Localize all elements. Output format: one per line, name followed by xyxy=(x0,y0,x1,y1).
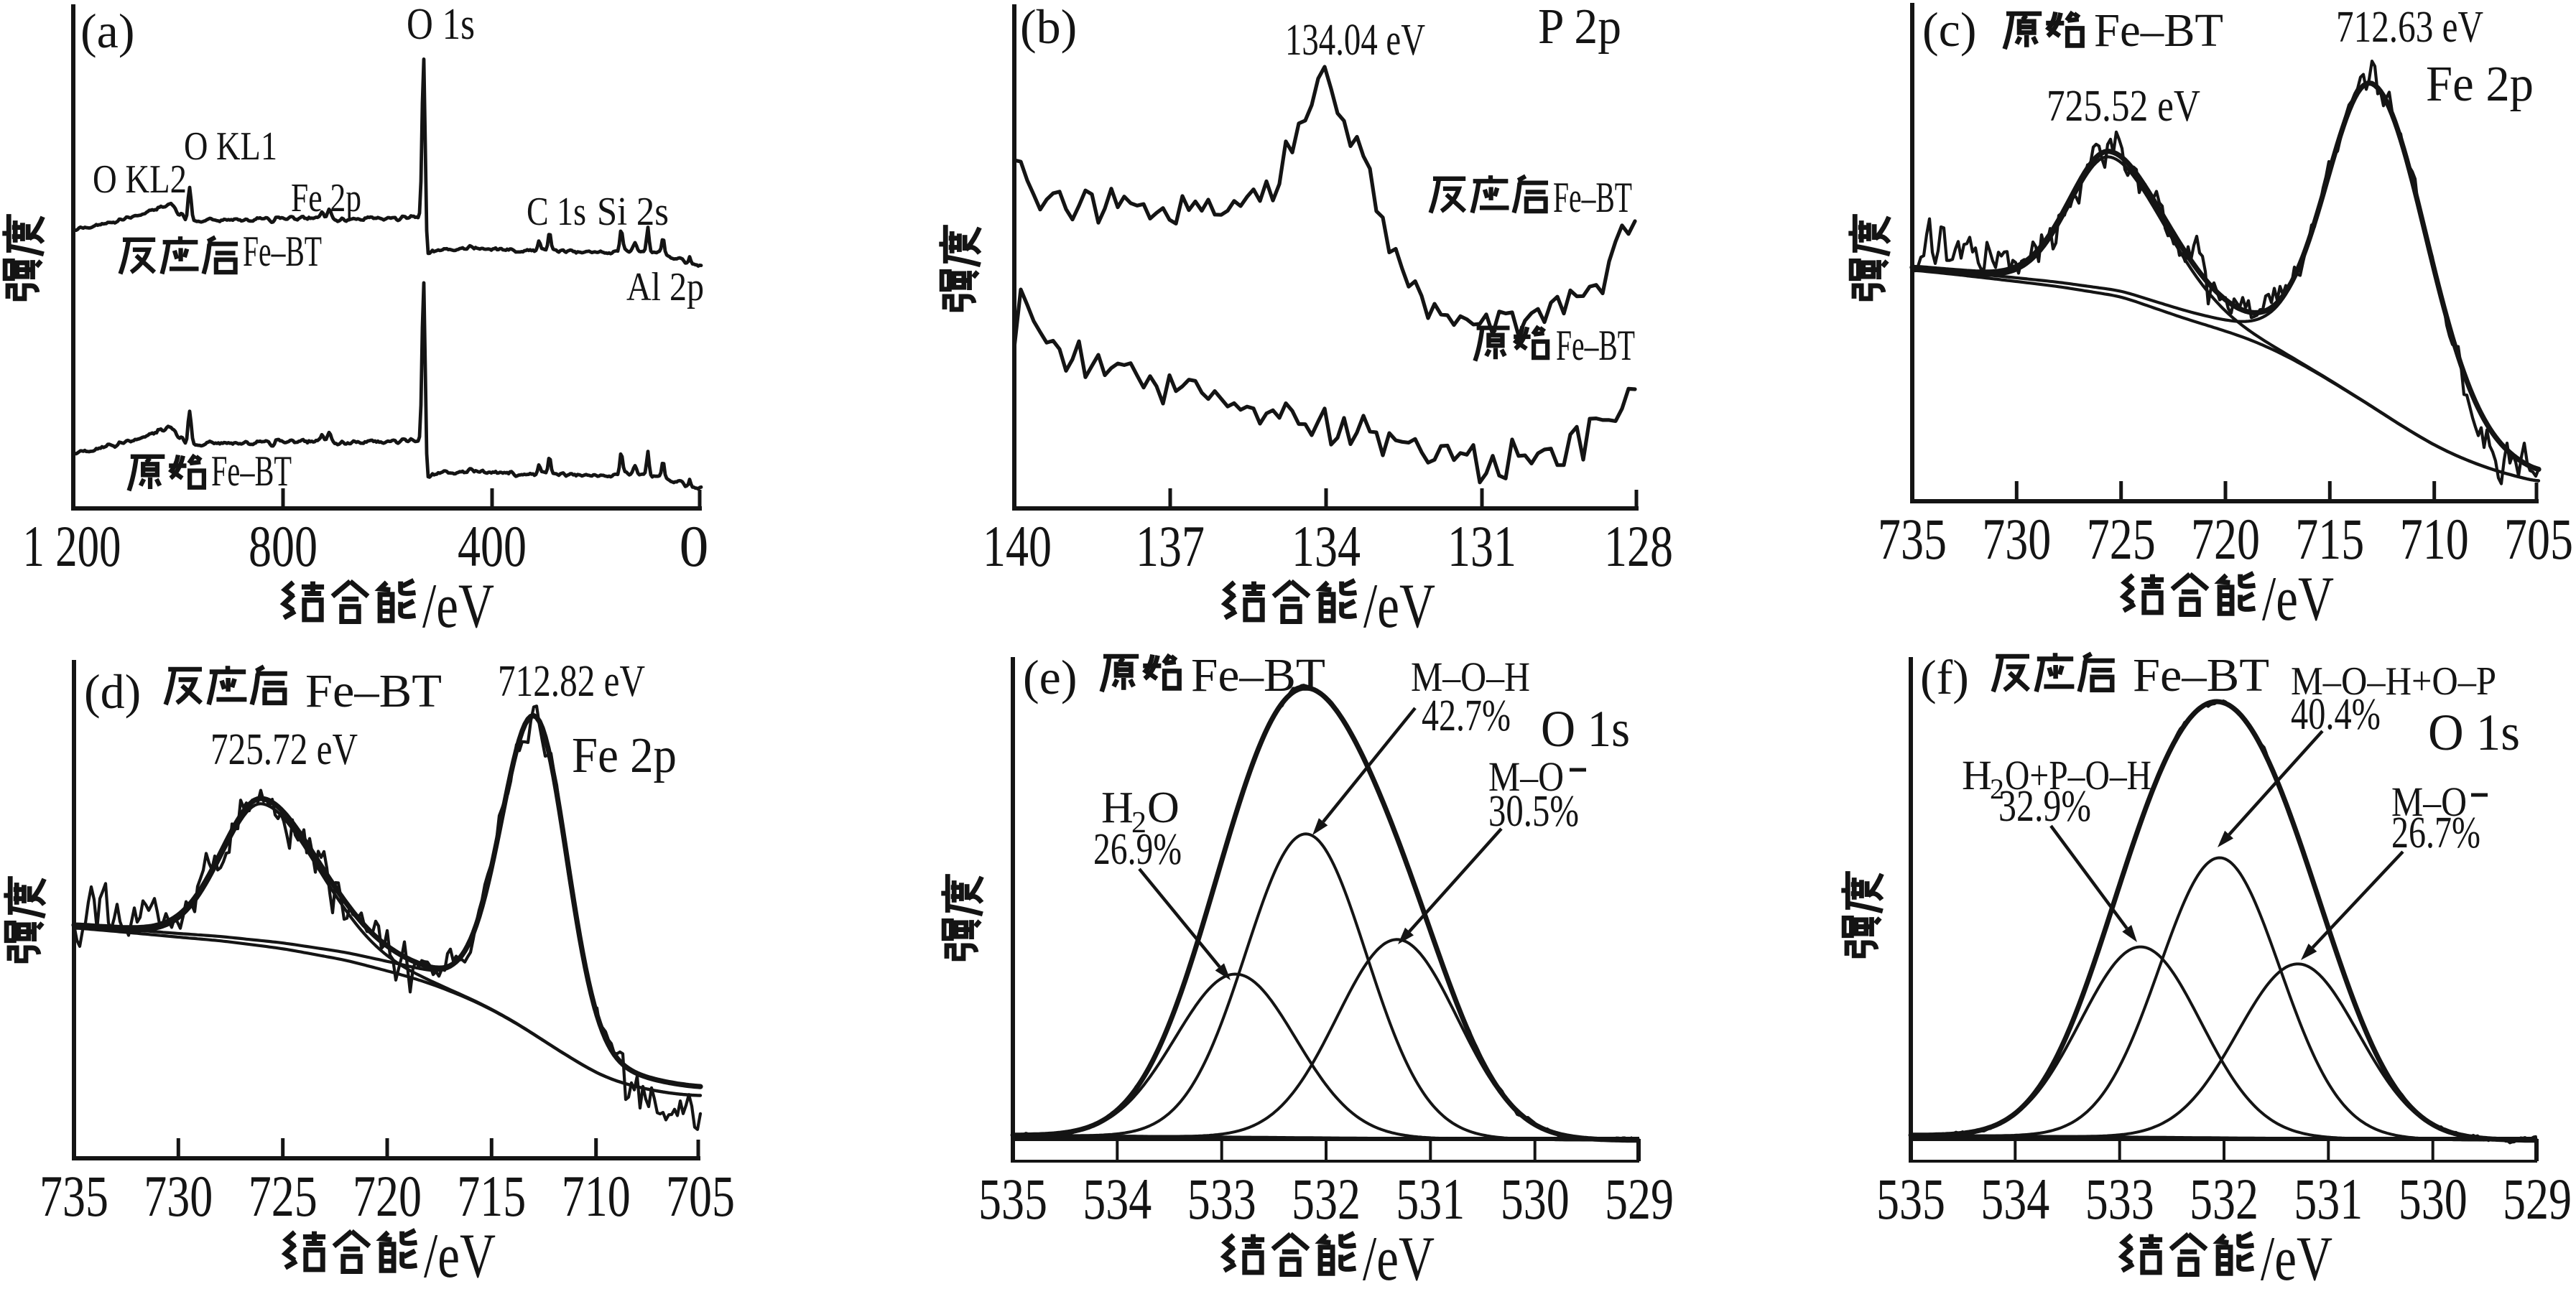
svg-text:1 200: 1 200 xyxy=(23,513,121,579)
svg-text:42.7%: 42.7% xyxy=(1422,692,1511,740)
svg-text:O 1s: O 1s xyxy=(407,0,475,49)
svg-text:Fe–BT: Fe–BT xyxy=(2094,4,2223,57)
svg-text:(f): (f) xyxy=(1920,650,1969,704)
svg-text:730: 730 xyxy=(1982,506,2051,572)
svg-text:535: 535 xyxy=(1876,1166,1945,1232)
svg-text:/eV: /eV xyxy=(2261,1224,2332,1289)
svg-text:Fe 2p: Fe 2p xyxy=(291,176,361,220)
svg-text:710: 710 xyxy=(562,1163,631,1229)
svg-text:(e): (e) xyxy=(1023,650,1077,704)
svg-text:131: 131 xyxy=(1447,513,1516,579)
svg-text:Fe–BT: Fe–BT xyxy=(211,447,292,495)
svg-text:O: O xyxy=(1147,783,1180,832)
svg-text:O+P–O–H: O+P–O–H xyxy=(2005,752,2151,799)
svg-text:/eV: /eV xyxy=(422,572,494,641)
svg-text:720: 720 xyxy=(353,1163,422,1229)
svg-text:715: 715 xyxy=(457,1163,526,1229)
svg-text:H: H xyxy=(1101,783,1134,832)
svg-text:O 1s: O 1s xyxy=(1541,700,1630,758)
svg-text:730: 730 xyxy=(144,1163,213,1229)
svg-text:Si 2s: Si 2s xyxy=(597,190,669,234)
svg-text:400: 400 xyxy=(458,513,527,579)
svg-text:534: 534 xyxy=(1083,1166,1152,1232)
svg-text:530: 530 xyxy=(1501,1166,1570,1232)
svg-text:Fe 2p: Fe 2p xyxy=(572,728,677,783)
svg-text:26.9%: 26.9% xyxy=(1093,825,1182,874)
svg-text:2: 2 xyxy=(1131,806,1146,839)
svg-text:Fe 2p: Fe 2p xyxy=(2426,57,2534,112)
svg-text:531: 531 xyxy=(1396,1166,1465,1232)
svg-text:O KL1: O KL1 xyxy=(184,124,277,169)
svg-text:32.9%: 32.9% xyxy=(1998,782,2091,831)
svg-text:M–O: M–O xyxy=(2391,778,2467,825)
svg-text:532: 532 xyxy=(1292,1166,1361,1232)
svg-text:735: 735 xyxy=(1878,506,1947,572)
svg-text:P 2p: P 2p xyxy=(1538,0,1621,55)
svg-text:26.7%: 26.7% xyxy=(2391,809,2480,857)
svg-text:712.63 eV: 712.63 eV xyxy=(2336,3,2483,52)
svg-text:O 1s: O 1s xyxy=(2428,704,2520,761)
svg-text:715: 715 xyxy=(2295,506,2364,572)
svg-text:O KL2: O KL2 xyxy=(93,157,187,202)
svg-text:0: 0 xyxy=(680,513,709,579)
svg-text:M–O–H+O–P: M–O–H+O–P xyxy=(2291,659,2496,704)
svg-text:140: 140 xyxy=(983,513,1052,579)
svg-text:530: 530 xyxy=(2399,1166,2468,1232)
svg-text:H: H xyxy=(1962,752,1992,799)
svg-text:529: 529 xyxy=(2503,1166,2572,1232)
svg-text:(d): (d) xyxy=(84,664,141,719)
svg-text:C 1s: C 1s xyxy=(527,190,586,234)
svg-text:720: 720 xyxy=(2191,506,2260,572)
svg-text:128: 128 xyxy=(1604,513,1673,579)
svg-text:Fe–BT: Fe–BT xyxy=(1556,322,1635,369)
svg-text:725: 725 xyxy=(2087,506,2156,572)
svg-text:725.72 eV: 725.72 eV xyxy=(210,725,358,774)
svg-text:705: 705 xyxy=(666,1163,735,1229)
svg-text:M–O–H: M–O–H xyxy=(1411,653,1530,700)
svg-text:137: 137 xyxy=(1136,513,1205,579)
svg-text:725: 725 xyxy=(249,1163,318,1229)
svg-text:/eV: /eV xyxy=(424,1221,496,1289)
svg-text:(c): (c) xyxy=(1922,2,1976,57)
svg-text:710: 710 xyxy=(2400,506,2469,572)
svg-text:Fe–BT: Fe–BT xyxy=(1553,174,1632,221)
svg-text:(b): (b) xyxy=(1020,0,1077,54)
svg-text:40.4%: 40.4% xyxy=(2291,690,2381,739)
svg-text:529: 529 xyxy=(1605,1166,1674,1232)
svg-text:705: 705 xyxy=(2504,506,2573,572)
svg-text:2: 2 xyxy=(1990,773,2004,805)
svg-text:535: 535 xyxy=(978,1166,1047,1232)
svg-text:Al 2p: Al 2p xyxy=(626,265,704,310)
svg-text:Fe–BT: Fe–BT xyxy=(2133,649,2269,702)
svg-text:735: 735 xyxy=(40,1163,108,1229)
svg-text:712.82 eV: 712.82 eV xyxy=(498,657,645,706)
svg-text:/eV: /eV xyxy=(2262,564,2334,634)
svg-text:Fe–BT: Fe–BT xyxy=(243,228,322,275)
svg-text:531: 531 xyxy=(2294,1166,2363,1232)
svg-text:134: 134 xyxy=(1292,513,1361,579)
svg-text:Fe–BT: Fe–BT xyxy=(305,665,442,717)
svg-text:/eV: /eV xyxy=(1363,1224,1435,1289)
svg-text:533: 533 xyxy=(1187,1166,1256,1232)
svg-text:725.52 eV: 725.52 eV xyxy=(2047,82,2200,131)
svg-text:(a): (a) xyxy=(80,4,134,58)
svg-text:30.5%: 30.5% xyxy=(1488,787,1579,836)
svg-text:532: 532 xyxy=(2190,1166,2258,1232)
svg-text:M–O: M–O xyxy=(1488,753,1564,800)
svg-text:134.04 eV: 134.04 eV xyxy=(1285,16,1425,65)
svg-text:534: 534 xyxy=(1980,1166,2049,1232)
svg-text:800: 800 xyxy=(249,513,318,579)
svg-text:Fe–BT: Fe–BT xyxy=(1191,649,1325,702)
svg-text:533: 533 xyxy=(2085,1166,2154,1232)
svg-text:/eV: /eV xyxy=(1363,572,1435,641)
